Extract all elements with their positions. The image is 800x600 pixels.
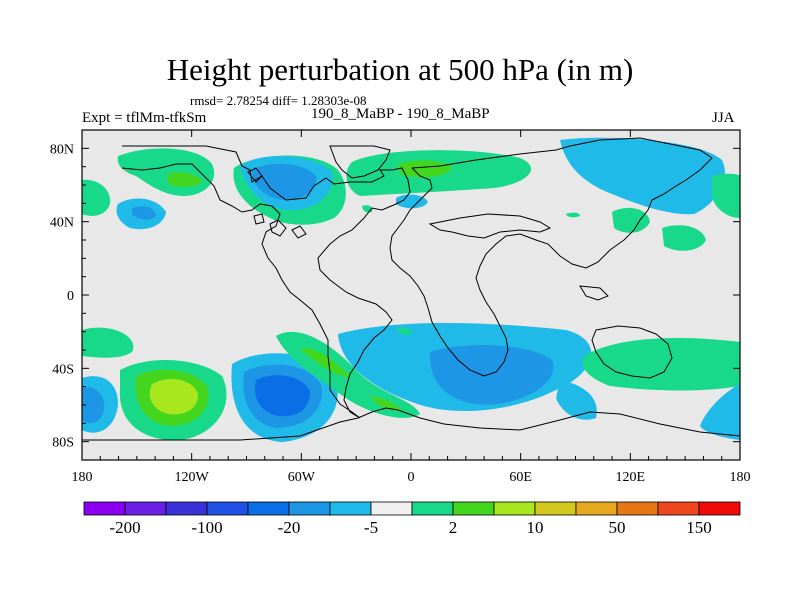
x-tick-label: 60W [288,470,316,485]
coastline [291,225,307,239]
colorbar-label: -20 [278,518,301,537]
anomaly-contour [300,347,350,377]
anomaly-contour [254,375,310,417]
y-tick-label: 40N [50,216,74,231]
x-tick-label: 0 [408,470,415,485]
y-axis: 80N 40N 0 40S 80S [50,142,740,451]
anomaly-contour [370,396,402,411]
colorbar-label: -100 [191,518,222,537]
anomaly-contour [82,387,105,424]
coastline [269,219,287,237]
anomaly-contour [132,206,156,220]
coastline-layer [81,137,741,460]
colorbar-box [411,501,454,516]
colorbar-box [288,501,331,516]
coastline [428,213,552,239]
colorbar-box [493,501,536,516]
x-tick-label: 60E [509,470,532,485]
x-tick-label: 120W [175,470,210,485]
colorbar-box [370,501,413,516]
anomaly-contour [396,194,428,209]
coastline [591,325,673,379]
anomaly-contour [82,179,111,216]
colorbar-box [657,501,700,516]
anomaly-contour [398,327,412,335]
coastline [81,407,741,460]
anomaly-contour [582,337,740,391]
colorbar-label: 150 [686,518,712,537]
colorbar-label: 10 [527,518,544,537]
coastline [121,145,411,419]
colorbar-label: -5 [364,518,378,537]
anomaly-contour [168,172,202,187]
anomaly-contour [556,380,597,420]
anomaly-contour [712,173,740,218]
y-tick-label: 0 [67,289,74,304]
colorbar-box [247,501,290,516]
stats-label: rmsd= 2.78254 diff= 1.28303e-08 [190,93,367,108]
anomaly-contour [149,379,198,415]
anomaly-contour [252,163,317,200]
anomaly-contour [398,160,452,178]
x-tick-label: 180 [730,470,751,485]
colorbar-box [698,501,741,516]
y-tick-label: 80N [50,142,74,157]
coastline [247,167,263,183]
colorbar-box [534,501,577,516]
season-label: JJA [712,110,735,126]
x-tick-label: 180 [72,470,93,485]
case-label: 190_8_MaBP - 190_8_MaBP [311,106,490,122]
anomaly-contour [82,327,134,358]
colorbar-label: -200 [109,518,140,537]
experiment-label: Expt = tflMm-tfkSm [82,110,207,126]
anomaly-contour [566,212,580,218]
anomaly-contour [560,137,725,215]
x-axis: 180 120W 60W 0 60E 120E 180 [72,130,751,485]
anomaly-contour [662,225,706,251]
coastline [253,213,265,225]
anomaly-field [82,137,740,442]
coastline [329,145,391,179]
chart-title: Height perturbation at 500 hPa (in m) [166,52,634,87]
colorbar-box [452,501,495,516]
y-tick-label: 80S [52,436,74,451]
coastline [579,285,609,301]
colorbar-box [83,501,126,516]
anomaly-contour [700,384,740,440]
coastline [389,137,713,377]
x-tick-label: 120E [616,470,646,485]
colorbar-box [206,501,249,516]
colorbar-box [124,501,167,516]
colorbar-box [616,501,659,516]
colorbar-label: 50 [609,518,626,537]
colorbar: -200 -100 -20 -5 2 10 50 150 [83,501,741,537]
colorbar-box [575,501,618,516]
colorbar-label: 2 [449,518,458,537]
anomaly-contour [612,207,650,233]
colorbar-box [165,501,208,516]
colorbar-box [329,501,372,516]
y-tick-label: 40S [52,362,74,377]
anomaly-contour [429,345,554,405]
